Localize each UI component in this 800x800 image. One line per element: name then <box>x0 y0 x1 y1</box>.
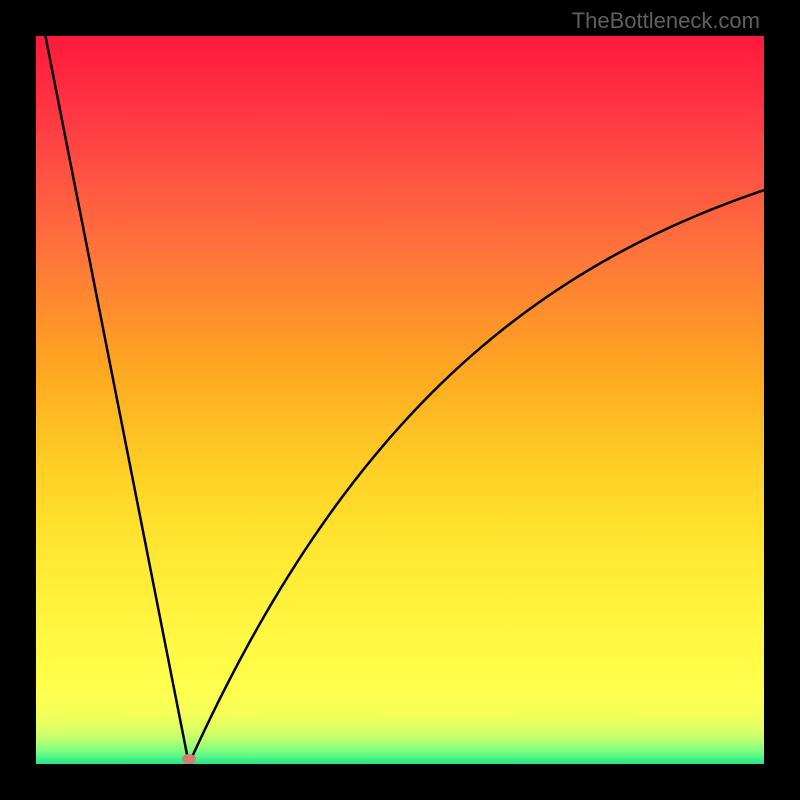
min-marker-icon <box>182 754 196 764</box>
bottleneck-curve <box>43 36 764 764</box>
watermark-label: TheBottleneck.com <box>572 8 760 34</box>
chart-container: TheBottleneck.com <box>0 0 800 800</box>
curve-svg <box>36 36 764 764</box>
plot-area <box>36 36 764 764</box>
